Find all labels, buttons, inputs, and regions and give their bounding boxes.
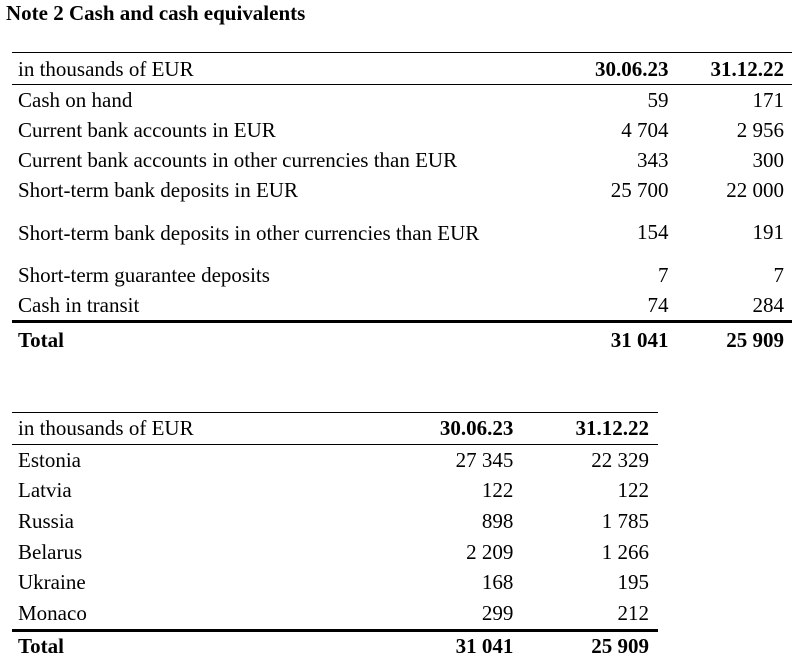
row-label: Cash in transit: [18, 292, 140, 317]
row-value-current: 4 704: [621, 117, 669, 142]
row-value-prior: 122: [617, 478, 650, 503]
table-header-row: in thousands of EUR 30.06.23 31.12.22: [12, 52, 792, 85]
row-value-prior: 300: [752, 147, 785, 172]
row-value-current: 122: [481, 478, 514, 503]
row-value-prior: 284: [752, 292, 785, 317]
header-label: in thousands of EUR: [12, 412, 417, 445]
header-label: in thousands of EUR: [12, 52, 570, 85]
row-label: Estonia: [18, 447, 81, 472]
table-row: Ukraine 168 195: [12, 567, 658, 598]
row-label: Short-term bank deposits in EUR: [18, 177, 298, 202]
row-value-current: 299: [481, 600, 514, 625]
row-value-prior: 22 000: [726, 177, 784, 202]
row-value-prior: 171: [752, 87, 785, 112]
row-label: Current bank accounts in EUR: [18, 117, 276, 142]
row-label: Cash on hand: [18, 87, 133, 112]
row-value-prior: 1 785: [601, 508, 649, 533]
table-row: Cash in transit 74 284: [12, 290, 792, 322]
table-row: Cash on hand 59 171: [12, 85, 792, 116]
table-row: Estonia 27 345 22 329: [12, 445, 658, 476]
row-value-current: 2 209: [466, 539, 514, 564]
row-value-current: 59: [647, 87, 669, 112]
row-label: Short-term bank deposits in other curren…: [18, 220, 480, 245]
table-row: Monaco 299 212: [12, 598, 658, 630]
note-title: Note 2 Cash and cash equivalents: [6, 1, 306, 25]
header-date-prior: 31.12.22: [513, 412, 658, 445]
row-value-prior: 212: [617, 600, 650, 625]
row-value-current: 154: [637, 220, 669, 244]
row-value-current: 898: [481, 508, 514, 533]
row-value-current: 168: [481, 570, 514, 595]
row-value-current: 74: [647, 292, 669, 317]
row-label: Russia: [18, 508, 75, 533]
row-value-prior: 7: [773, 262, 785, 287]
table-row: Latvia 122 122: [12, 476, 658, 507]
table-row: Russia 898 1 785: [12, 506, 658, 537]
header-date-prior: 31.12.22: [668, 52, 792, 85]
total-label: Total: [12, 628, 417, 662]
row-value-current: 25 700: [610, 177, 669, 202]
total-value-current: 31 041: [569, 320, 669, 357]
cash-by-country-table: in thousands of EUR 30.06.23 31.12.22 Es…: [12, 412, 658, 662]
table-total-row: Total 31 041 25 909: [12, 628, 658, 662]
row-label: Short-term guarantee deposits: [18, 262, 270, 287]
table-row: Short-term bank deposits in other curren…: [12, 205, 792, 260]
row-value-prior: 22 329: [591, 447, 649, 472]
total-value-prior: 25 909: [668, 320, 792, 357]
row-value-prior: 191: [752, 220, 785, 244]
row-label: Current bank accounts in other currencie…: [18, 147, 458, 172]
row-label: Latvia: [18, 478, 72, 503]
table-total-row: Total 31 041 25 909: [12, 320, 792, 357]
table-row: Current bank accounts in EUR 4 704 2 956: [12, 115, 792, 145]
row-value-prior: 1 266: [601, 539, 649, 564]
cash-composition-table: in thousands of EUR 30.06.23 31.12.22 Ca…: [12, 52, 792, 357]
table-row: Short-term guarantee deposits 7 7: [12, 260, 792, 290]
row-value-prior: 195: [617, 570, 650, 595]
total-value-prior: 25 909: [513, 628, 658, 662]
table-header-row: in thousands of EUR 30.06.23 31.12.22: [12, 412, 658, 445]
table-row: Current bank accounts in other currencie…: [12, 145, 792, 175]
row-value-current: 343: [637, 147, 669, 172]
table-row: Short-term bank deposits in EUR 25 700 2…: [12, 175, 792, 205]
total-label: Total: [12, 320, 570, 357]
total-value-current: 31 041: [416, 628, 514, 662]
table-row: Belarus 2 209 1 266: [12, 537, 658, 568]
header-date-current: 30.06.23: [416, 412, 514, 445]
row-value-current: 27 345: [455, 447, 514, 472]
row-value-current: 7: [658, 262, 669, 287]
header-date-current: 30.06.23: [569, 52, 669, 85]
row-label: Belarus: [18, 539, 83, 564]
row-label: Ukraine: [18, 570, 86, 595]
row-label: Monaco: [18, 600, 87, 625]
row-value-prior: 2 956: [736, 117, 784, 142]
